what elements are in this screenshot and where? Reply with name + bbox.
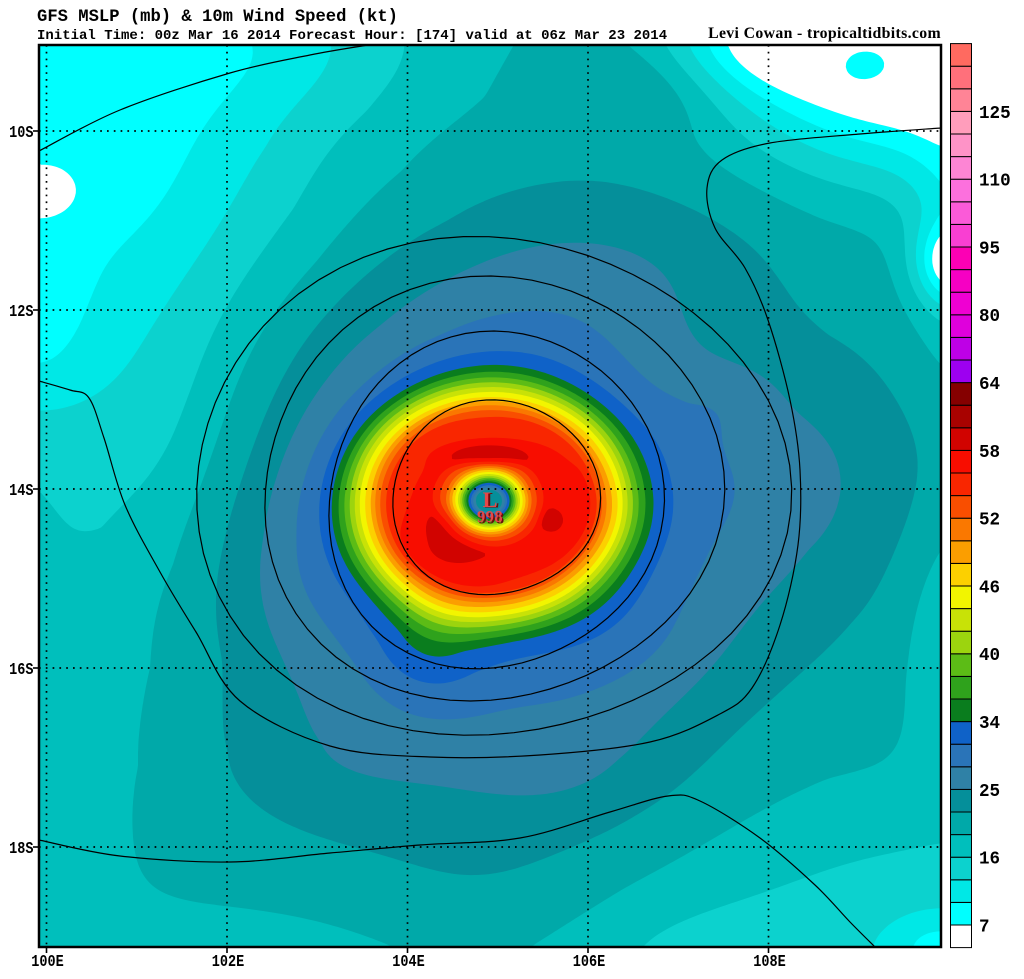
svg-text:58: 58: [979, 442, 1000, 463]
svg-text:Initial Time: 00z Mar 16 2014: Initial Time: 00z Mar 16 2014 Forecast H…: [37, 28, 667, 44]
svg-text:95: 95: [979, 239, 1000, 260]
svg-text:110: 110: [979, 171, 1011, 192]
svg-text:106E: 106E: [573, 954, 605, 971]
svg-text:7: 7: [979, 917, 990, 938]
svg-text:12S: 12S: [9, 304, 33, 321]
svg-text:25: 25: [979, 781, 1000, 802]
svg-text:100E: 100E: [31, 954, 63, 971]
svg-text:14S: 14S: [9, 483, 33, 500]
svg-text:52: 52: [979, 510, 1000, 531]
svg-text:16: 16: [979, 849, 1000, 870]
svg-text:46: 46: [979, 578, 1000, 599]
svg-text:40: 40: [979, 646, 1000, 667]
svg-text:18S: 18S: [9, 841, 33, 858]
svg-text:L: L: [483, 487, 498, 512]
svg-text:Levi Cowan - tropicaltidbits.c: Levi Cowan - tropicaltidbits.com: [708, 25, 941, 42]
svg-text:GFS MSLP (mb) & 10m Wind Speed: GFS MSLP (mb) & 10m Wind Speed (kt): [37, 8, 398, 27]
svg-text:64: 64: [979, 375, 1000, 396]
svg-text:10S: 10S: [9, 125, 33, 142]
svg-text:16S: 16S: [9, 662, 33, 679]
svg-text:108E: 108E: [753, 954, 785, 971]
svg-text:125: 125: [979, 103, 1011, 124]
svg-text:80: 80: [979, 307, 1000, 328]
svg-text:104E: 104E: [392, 954, 424, 971]
svg-text:L: L: [485, 488, 500, 513]
svg-text:34: 34: [979, 714, 1000, 735]
svg-text:998: 998: [477, 507, 503, 526]
svg-text:102E: 102E: [212, 954, 244, 971]
svg-text:998: 998: [479, 509, 505, 528]
